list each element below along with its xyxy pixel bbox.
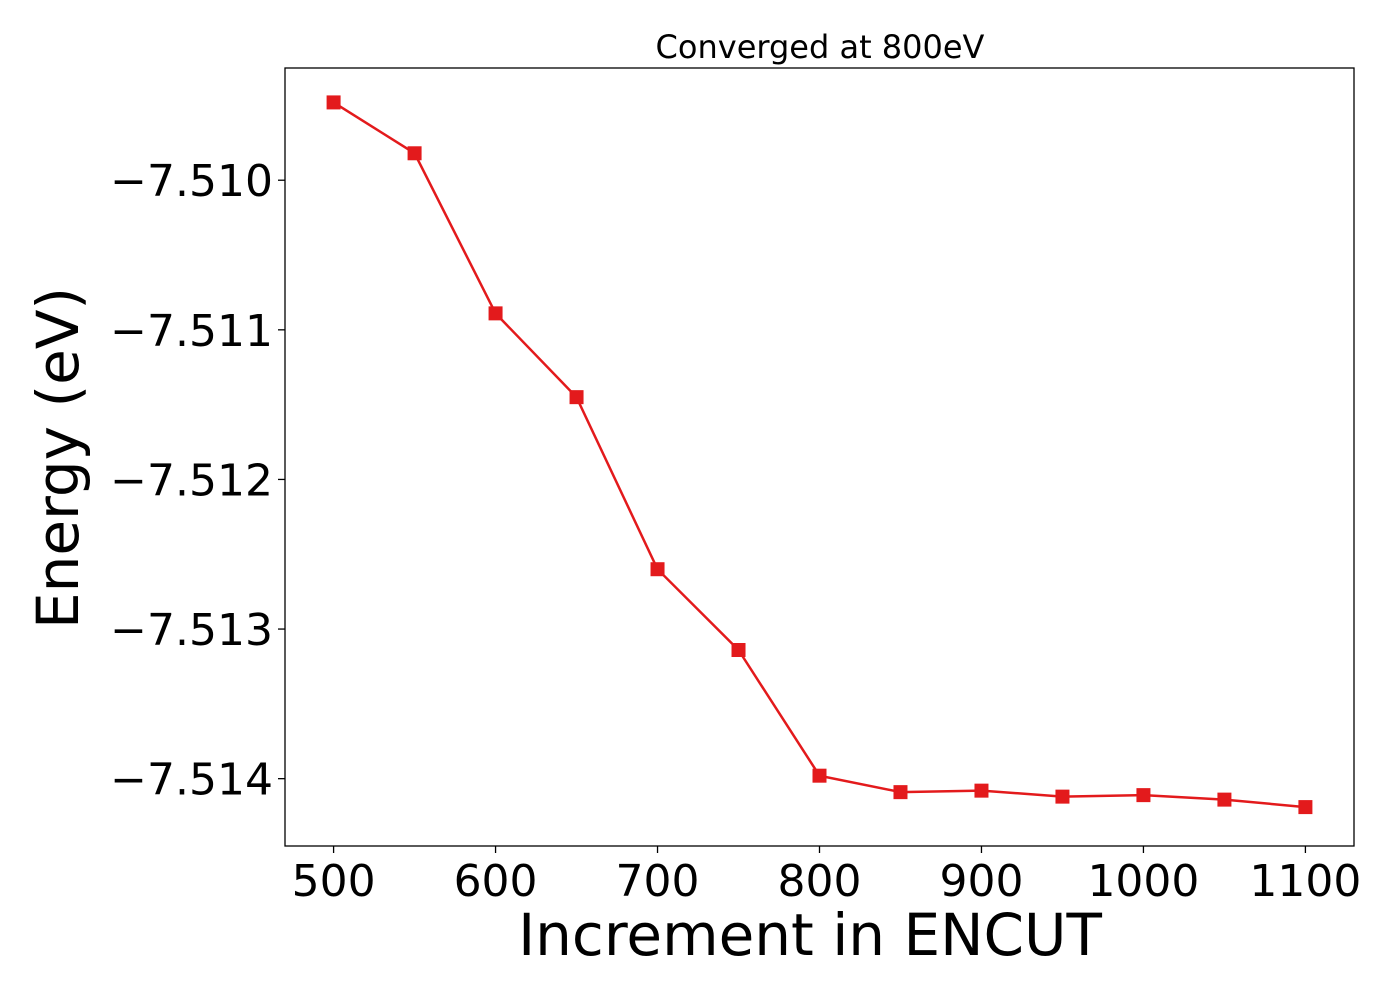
data-point-marker bbox=[488, 306, 503, 321]
y-axis: −7.510 −7.511 −7.512 −7.513 −7.514 bbox=[110, 156, 285, 806]
energy-series-markers bbox=[326, 95, 1313, 815]
data-point-marker bbox=[1298, 800, 1313, 815]
y-tick-label: −7.511 bbox=[110, 306, 273, 357]
data-point-marker bbox=[326, 95, 341, 110]
y-axis-label: Energy (eV) bbox=[24, 287, 92, 629]
data-point-marker bbox=[650, 562, 665, 577]
data-point-marker bbox=[1136, 788, 1151, 803]
x-axis-label: Increment in ENCUT bbox=[518, 901, 1102, 969]
energy-series-line bbox=[332, 101, 1306, 809]
y-tick-label: −7.510 bbox=[110, 156, 273, 207]
data-point-marker bbox=[974, 783, 989, 798]
x-tick-label: 900 bbox=[939, 856, 1023, 907]
x-axis: 500 600 700 800 900 1000 1100 bbox=[292, 846, 1361, 907]
data-point-marker bbox=[812, 768, 827, 783]
x-tick-label: 500 bbox=[292, 856, 376, 907]
x-tick-label: 600 bbox=[454, 856, 538, 907]
x-tick-label: 700 bbox=[616, 856, 700, 907]
x-tick-label: 1000 bbox=[1087, 856, 1199, 907]
data-point-marker bbox=[1217, 792, 1232, 807]
data-point-marker bbox=[731, 643, 746, 658]
data-point-marker bbox=[569, 390, 584, 405]
data-point-marker bbox=[1055, 789, 1070, 804]
plot-frame bbox=[284, 67, 1355, 847]
data-point-marker bbox=[407, 146, 422, 161]
y-tick-label: −7.514 bbox=[110, 755, 273, 806]
x-tick-label: 1100 bbox=[1249, 856, 1361, 907]
chart-title: Converged at 800eV bbox=[656, 28, 985, 66]
y-tick-label: −7.513 bbox=[110, 605, 273, 656]
data-point-marker bbox=[893, 785, 908, 800]
y-tick-label: −7.512 bbox=[110, 455, 273, 506]
x-tick-label: 800 bbox=[778, 856, 862, 907]
